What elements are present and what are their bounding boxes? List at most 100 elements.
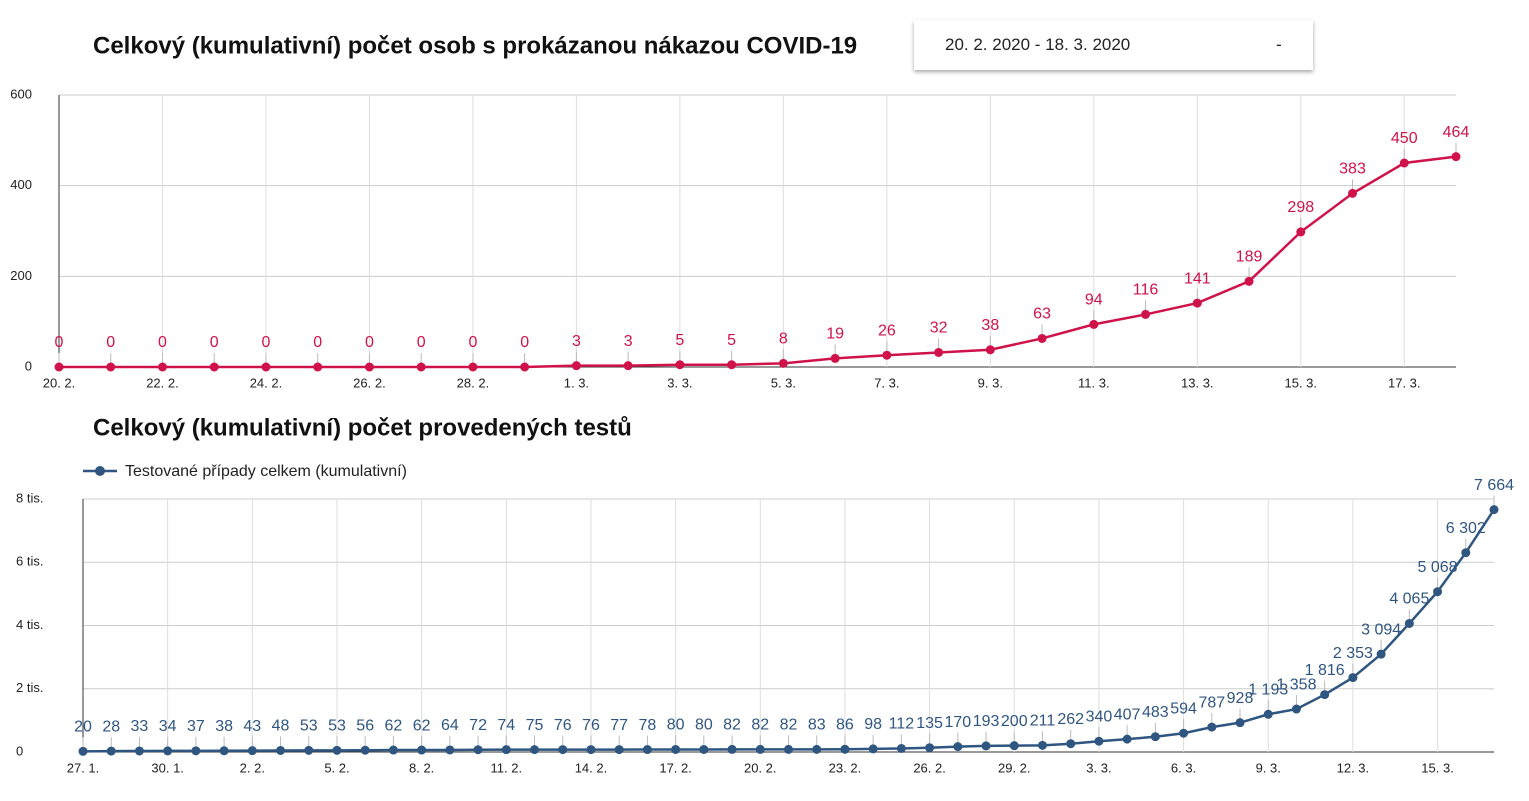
x-tick-label: 8. 2. <box>409 760 434 775</box>
data-label: 787 <box>1198 694 1225 711</box>
data-label: 37 <box>187 718 205 735</box>
data-label: 116 <box>1133 282 1159 299</box>
point <box>276 745 286 755</box>
data-label: 28 <box>102 718 120 735</box>
x-tick-label: 17. 2. <box>659 760 692 775</box>
point <box>1207 722 1217 732</box>
y-tick-label: 4 tis. <box>16 617 43 632</box>
y-tick-label: 6 tis. <box>16 554 43 569</box>
point <box>727 360 737 370</box>
x-tick-label: 11. 2. <box>491 760 523 775</box>
data-label: 483 <box>1142 704 1169 721</box>
data-label: 189 <box>1236 249 1263 266</box>
data-label: 0 <box>106 334 115 351</box>
point <box>468 362 478 372</box>
x-tick-label: 30. 1. <box>151 760 184 775</box>
point <box>925 743 935 753</box>
point <box>54 362 64 372</box>
data-label: 5 <box>727 332 736 349</box>
data-label: 0 <box>365 334 374 351</box>
data-label: 82 <box>723 717 741 734</box>
data-label: 928 <box>1227 690 1254 707</box>
x-tick-label: 2. 2. <box>240 760 265 775</box>
chart-title: Celkový (kumulativní) počet provedených … <box>93 414 632 441</box>
point <box>830 353 840 363</box>
y-tick-label: 600 <box>10 86 32 101</box>
legend-label: Testované případy celkem (kumulativní) <box>125 463 407 480</box>
data-label: 2 353 <box>1333 645 1373 662</box>
data-label: 0 <box>158 334 167 351</box>
data-label: 75 <box>526 717 544 734</box>
data-label: 0 <box>520 334 529 351</box>
point <box>209 362 219 372</box>
y-tick-label: 400 <box>10 177 32 192</box>
point <box>106 362 116 372</box>
point <box>614 745 624 755</box>
point <box>1263 709 1273 719</box>
x-tick-label: 3. 3. <box>667 375 692 390</box>
point <box>360 745 370 755</box>
point <box>313 362 323 372</box>
data-label: 74 <box>497 717 515 734</box>
dropdown-toggle[interactable]: - <box>1276 35 1282 54</box>
point <box>134 746 144 756</box>
data-label: 76 <box>554 717 572 734</box>
data-label: 1 358 <box>1276 676 1316 693</box>
point <box>157 362 167 372</box>
data-label: 56 <box>356 717 374 734</box>
data-label: 94 <box>1085 292 1103 309</box>
point <box>332 745 342 755</box>
point <box>1451 152 1461 162</box>
date-picker[interactable]: 20. 2. 2020 - 18. 3. 2020 - <box>914 20 1313 70</box>
data-label: 83 <box>808 717 826 734</box>
data-label: 78 <box>639 717 657 734</box>
data-label: 5 068 <box>1418 559 1458 576</box>
point <box>1348 188 1358 198</box>
data-label: 98 <box>864 716 882 733</box>
point <box>388 745 398 755</box>
data-label: 3 <box>624 333 633 350</box>
data-label: 63 <box>1033 306 1051 323</box>
point <box>106 746 116 756</box>
data-label: 200 <box>1001 713 1028 730</box>
x-tick-label: 9. 3. <box>1256 760 1281 775</box>
point <box>163 746 173 756</box>
date-range: 20. 2. 2020 - 18. 3. 2020 <box>945 35 1131 54</box>
data-label: 8 <box>779 331 788 348</box>
data-label: 170 <box>944 714 971 731</box>
point <box>675 360 685 370</box>
x-tick-label: 9. 3. <box>978 375 1003 390</box>
point <box>1296 227 1306 237</box>
x-tick-label: 22. 2. <box>146 375 179 390</box>
point <box>558 745 568 755</box>
data-label: 26 <box>878 322 896 339</box>
data-label: 6 302 <box>1446 520 1486 537</box>
point <box>1348 673 1358 683</box>
data-label: 32 <box>930 320 948 337</box>
x-tick-label: 1. 3. <box>564 375 589 390</box>
point <box>1489 505 1499 515</box>
data-label: 3 <box>572 333 581 350</box>
point <box>571 361 581 371</box>
data-label: 0 <box>313 334 322 351</box>
point <box>1179 728 1189 738</box>
data-label: 34 <box>159 718 177 735</box>
point <box>530 745 540 755</box>
point <box>1150 732 1160 742</box>
series-line <box>59 155 1457 369</box>
point <box>416 362 426 372</box>
data-label: 464 <box>1443 124 1470 141</box>
data-label: 0 <box>262 334 271 351</box>
data-label: 0 <box>210 334 219 351</box>
point <box>191 746 201 756</box>
data-label: 298 <box>1287 199 1314 216</box>
x-tick-label: 3. 3. <box>1086 760 1111 775</box>
data-label: 135 <box>916 715 943 732</box>
point <box>1461 548 1471 558</box>
data-label: 72 <box>469 717 487 734</box>
data-label: 193 <box>973 713 1000 730</box>
data-label: 62 <box>413 717 431 734</box>
chart-title: Celkový (kumulativní) počet osob s proká… <box>93 32 857 59</box>
